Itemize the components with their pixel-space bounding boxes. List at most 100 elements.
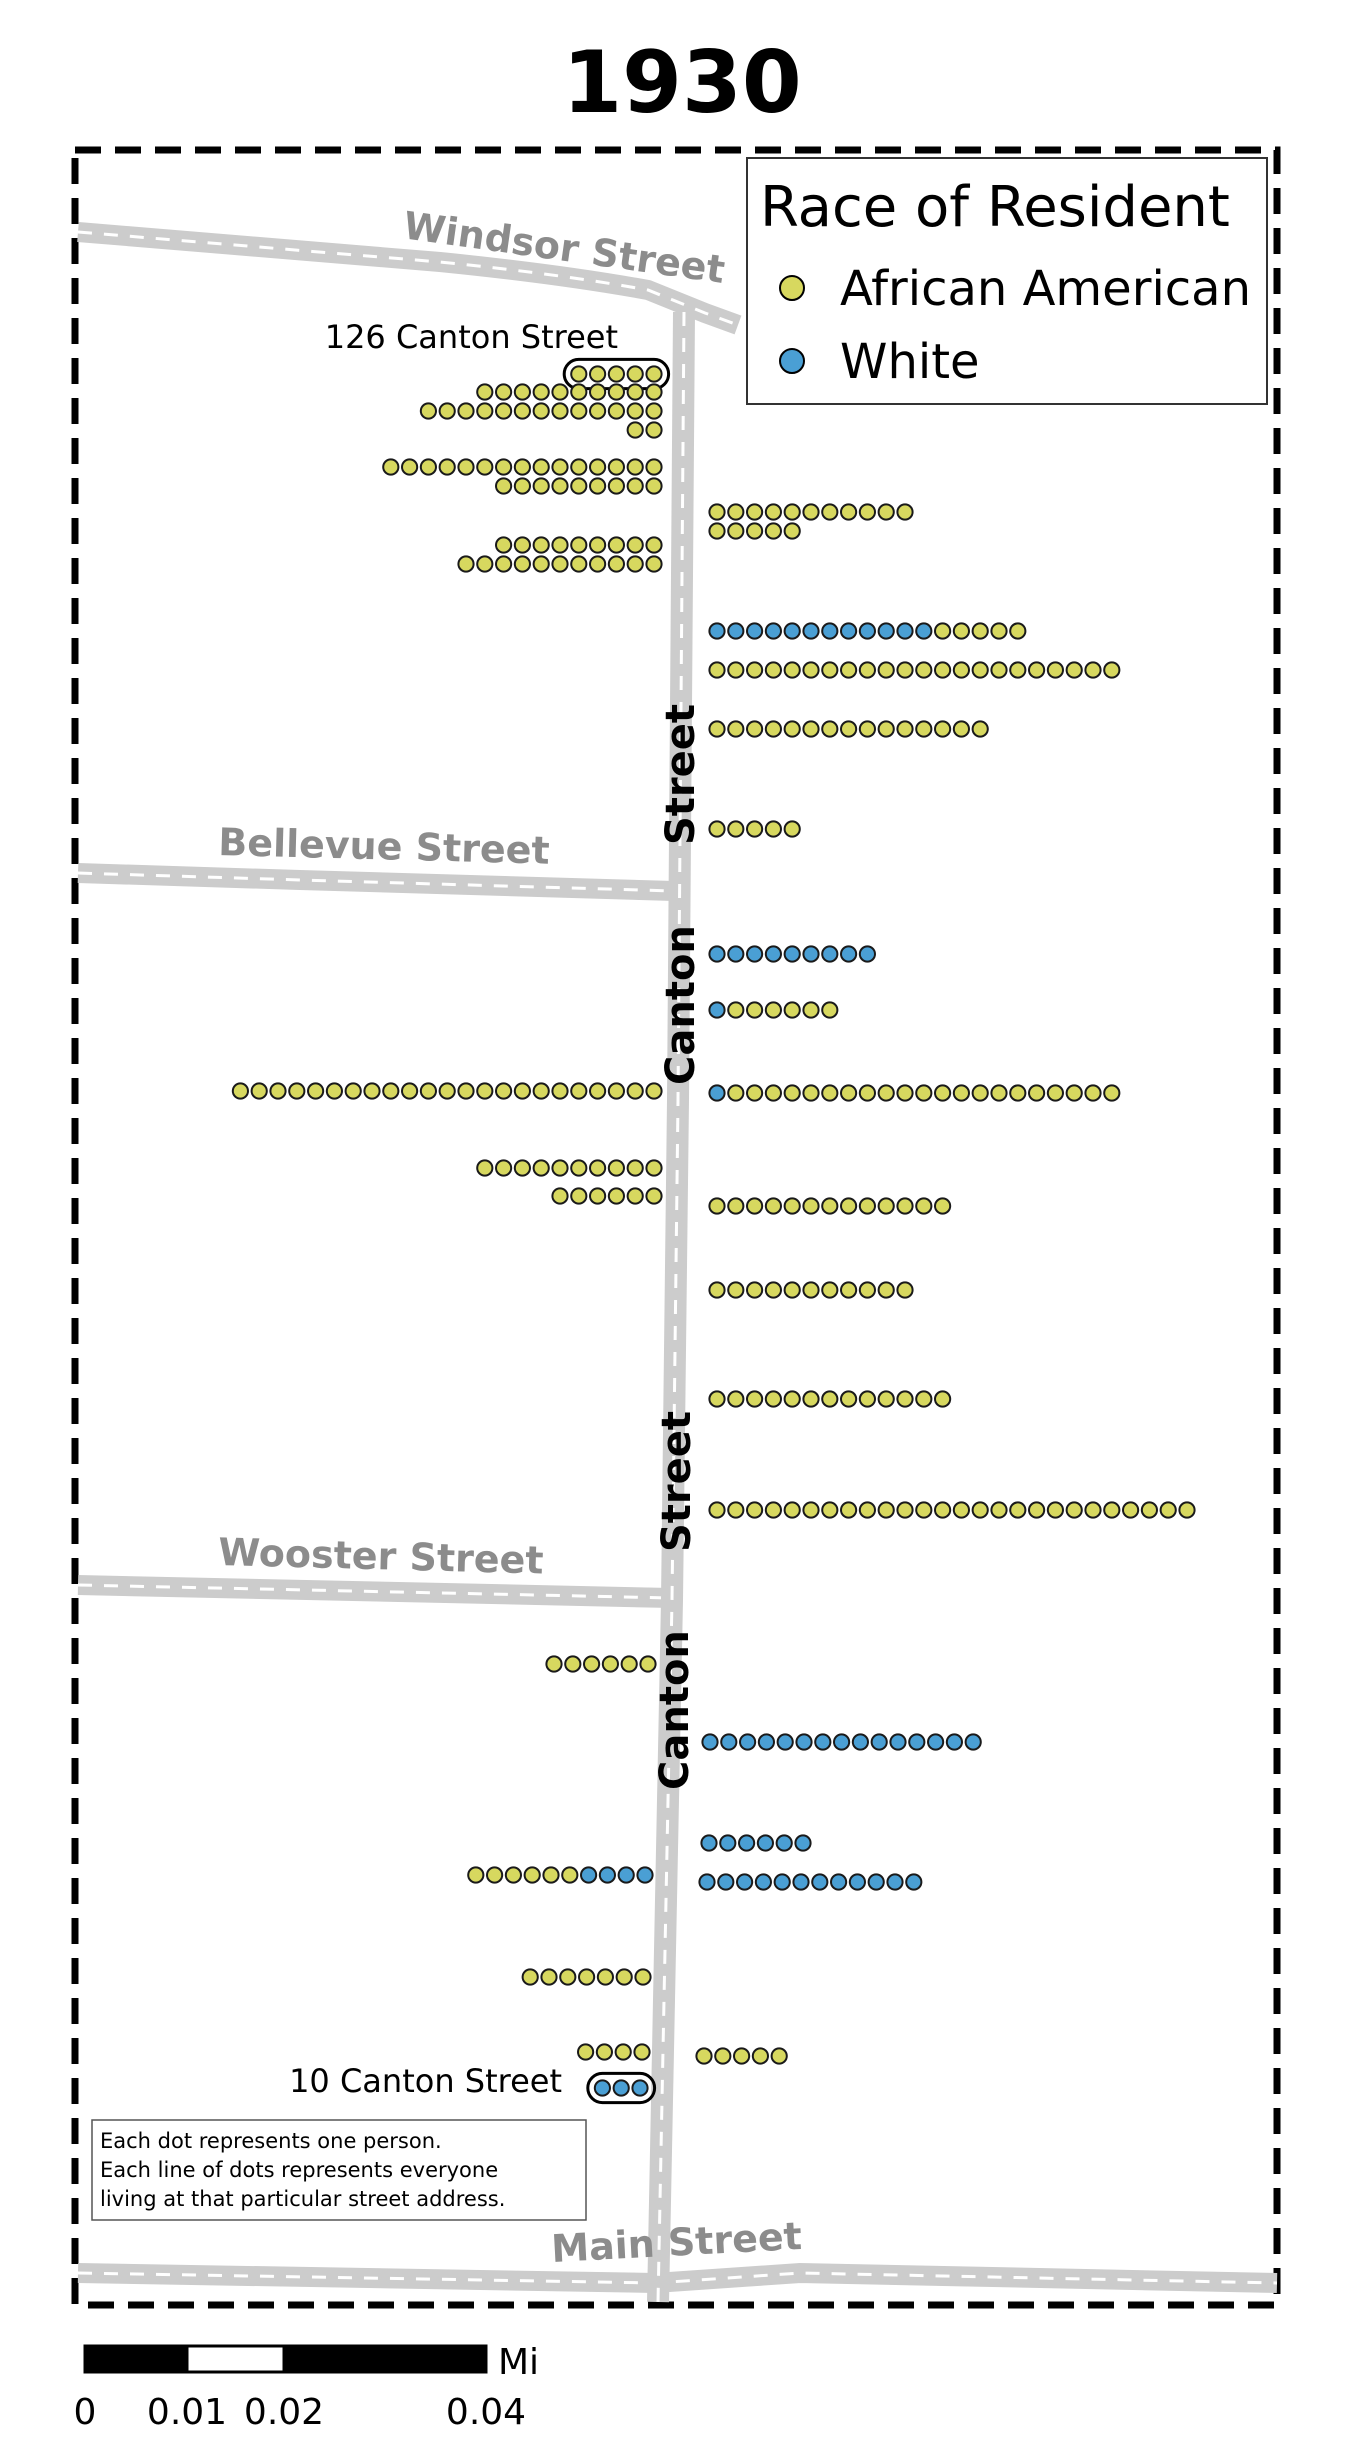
resident-dot-white: [617, 1866, 635, 1884]
resident-dot-african-american: [783, 1501, 801, 1519]
resident-dot-white: [792, 1873, 810, 1891]
household-row: [521, 1968, 652, 1986]
resident-dot-white: [802, 945, 820, 963]
resident-dot-african-american: [821, 1084, 839, 1102]
household-dots: [231, 357, 1196, 2105]
resident-dot-african-american: [821, 720, 839, 738]
scale-tick-0.02: 0.02: [244, 2392, 324, 2433]
resident-dot-african-american: [551, 458, 569, 476]
resident-dot-white: [908, 1733, 926, 1751]
resident-dot-white: [870, 1733, 888, 1751]
resident-dot-african-american: [495, 458, 513, 476]
resident-dot-african-american: [486, 1866, 504, 1884]
canton-street: [647, 311, 695, 2303]
resident-dot-african-american: [695, 2047, 713, 2065]
resident-dot-african-american: [746, 1197, 764, 1215]
resident-dot-african-american: [626, 1082, 644, 1100]
scale-unit: Mi: [498, 2342, 539, 2383]
resident-dot-african-american: [1046, 661, 1065, 679]
resident-dot-african-american: [626, 536, 644, 554]
address-highlight: [586, 2071, 657, 2105]
resident-dot-african-american: [840, 661, 858, 679]
resident-dot-african-american: [570, 1159, 588, 1177]
resident-dot-african-american: [532, 1159, 550, 1177]
resident-dot-african-american: [764, 522, 783, 540]
resident-dot-white: [720, 1733, 738, 1751]
household-row: [708, 1084, 1121, 1102]
resident-dot-white: [717, 1873, 735, 1891]
resident-dot-african-american: [457, 402, 475, 420]
resident-dot-african-american: [589, 477, 607, 495]
resident-dot-white: [636, 1866, 654, 1884]
resident-dot-african-american: [476, 1082, 494, 1100]
resident-dot-african-american: [495, 402, 513, 420]
resident-dot-african-american: [971, 1084, 989, 1102]
resident-dot-african-american: [783, 522, 801, 540]
resident-dot-african-american: [821, 1390, 839, 1408]
resident-dot-african-american: [607, 402, 626, 420]
resident-dot-african-american: [821, 661, 839, 679]
household-row: [495, 536, 663, 554]
household-row: [708, 522, 801, 540]
resident-dot-african-american: [495, 383, 513, 401]
resident-dot-african-american: [727, 522, 745, 540]
resident-dot-african-american: [934, 1501, 952, 1519]
resident-dot-african-american: [727, 720, 745, 738]
resident-dot-african-american: [990, 1084, 1008, 1102]
resident-dot-white: [821, 945, 839, 963]
resident-dot-african-american: [589, 458, 607, 476]
resident-dot-white: [739, 1733, 757, 1751]
resident-dot-african-american: [626, 477, 644, 495]
scale-tick-0: 0: [74, 2392, 97, 2433]
bellevue-street: [77, 863, 675, 901]
resident-dot-white: [580, 1866, 598, 1884]
resident-dot-african-american: [1065, 661, 1083, 679]
resident-dot-african-american: [559, 1968, 577, 1986]
resident-dot-african-american: [419, 402, 437, 420]
resident-dot-african-american: [626, 1187, 644, 1205]
resident-dot-african-american: [419, 1082, 437, 1100]
resident-dot-african-american: [626, 421, 644, 439]
resident-dot-african-american: [821, 1197, 839, 1215]
resident-dot-african-american: [564, 1655, 582, 1673]
household-row: [467, 1866, 654, 1884]
resident-dot-african-american: [990, 661, 1008, 679]
resident-dot-african-american: [1028, 1084, 1046, 1102]
resident-dot-african-american: [802, 720, 820, 738]
resident-dot-african-american: [269, 1082, 287, 1100]
resident-dot-african-american: [363, 1082, 381, 1100]
resident-dot-african-american: [570, 402, 588, 420]
resident-dot-african-american: [840, 1084, 858, 1102]
resident-dot-african-american: [858, 1390, 877, 1408]
resident-dot-african-american: [896, 720, 914, 738]
resident-dot-african-american: [495, 536, 513, 554]
resident-dot-white: [746, 622, 764, 640]
resident-dot-african-american: [551, 383, 569, 401]
legend-title: Race of Resident: [760, 175, 1230, 240]
resident-dot-african-american: [990, 622, 1008, 640]
resident-dot-african-american: [858, 661, 877, 679]
resident-dot-african-american: [1028, 661, 1046, 679]
resident-dot-african-american: [783, 720, 801, 738]
resident-dot-african-american: [708, 1281, 726, 1299]
resident-dot-african-american: [727, 661, 745, 679]
resident-dot-african-american: [915, 720, 933, 738]
resident-dot-african-american: [971, 1501, 989, 1519]
resident-dot-african-american: [896, 1390, 914, 1408]
resident-dot-white: [708, 945, 726, 963]
resident-dot-african-american: [542, 1866, 560, 1884]
resident-dot-african-american: [802, 1390, 820, 1408]
resident-dot-african-american: [727, 1001, 745, 1019]
resident-dot-african-american: [532, 1082, 550, 1100]
resident-dot-white: [773, 1873, 791, 1891]
resident-dot-african-american: [513, 458, 532, 476]
legend: Race of Resident African American White: [746, 157, 1268, 405]
resident-dot-african-american: [1103, 1501, 1121, 1519]
resident-dot-african-american: [577, 2043, 595, 2061]
resident-dot-african-american: [1084, 661, 1102, 679]
resident-dot-african-american: [532, 555, 550, 573]
resident-dot-african-american: [877, 661, 895, 679]
resident-dot-african-american: [307, 1082, 325, 1100]
resident-dot-white: [708, 1001, 726, 1019]
address-label-126: 126 Canton Street: [325, 318, 618, 356]
